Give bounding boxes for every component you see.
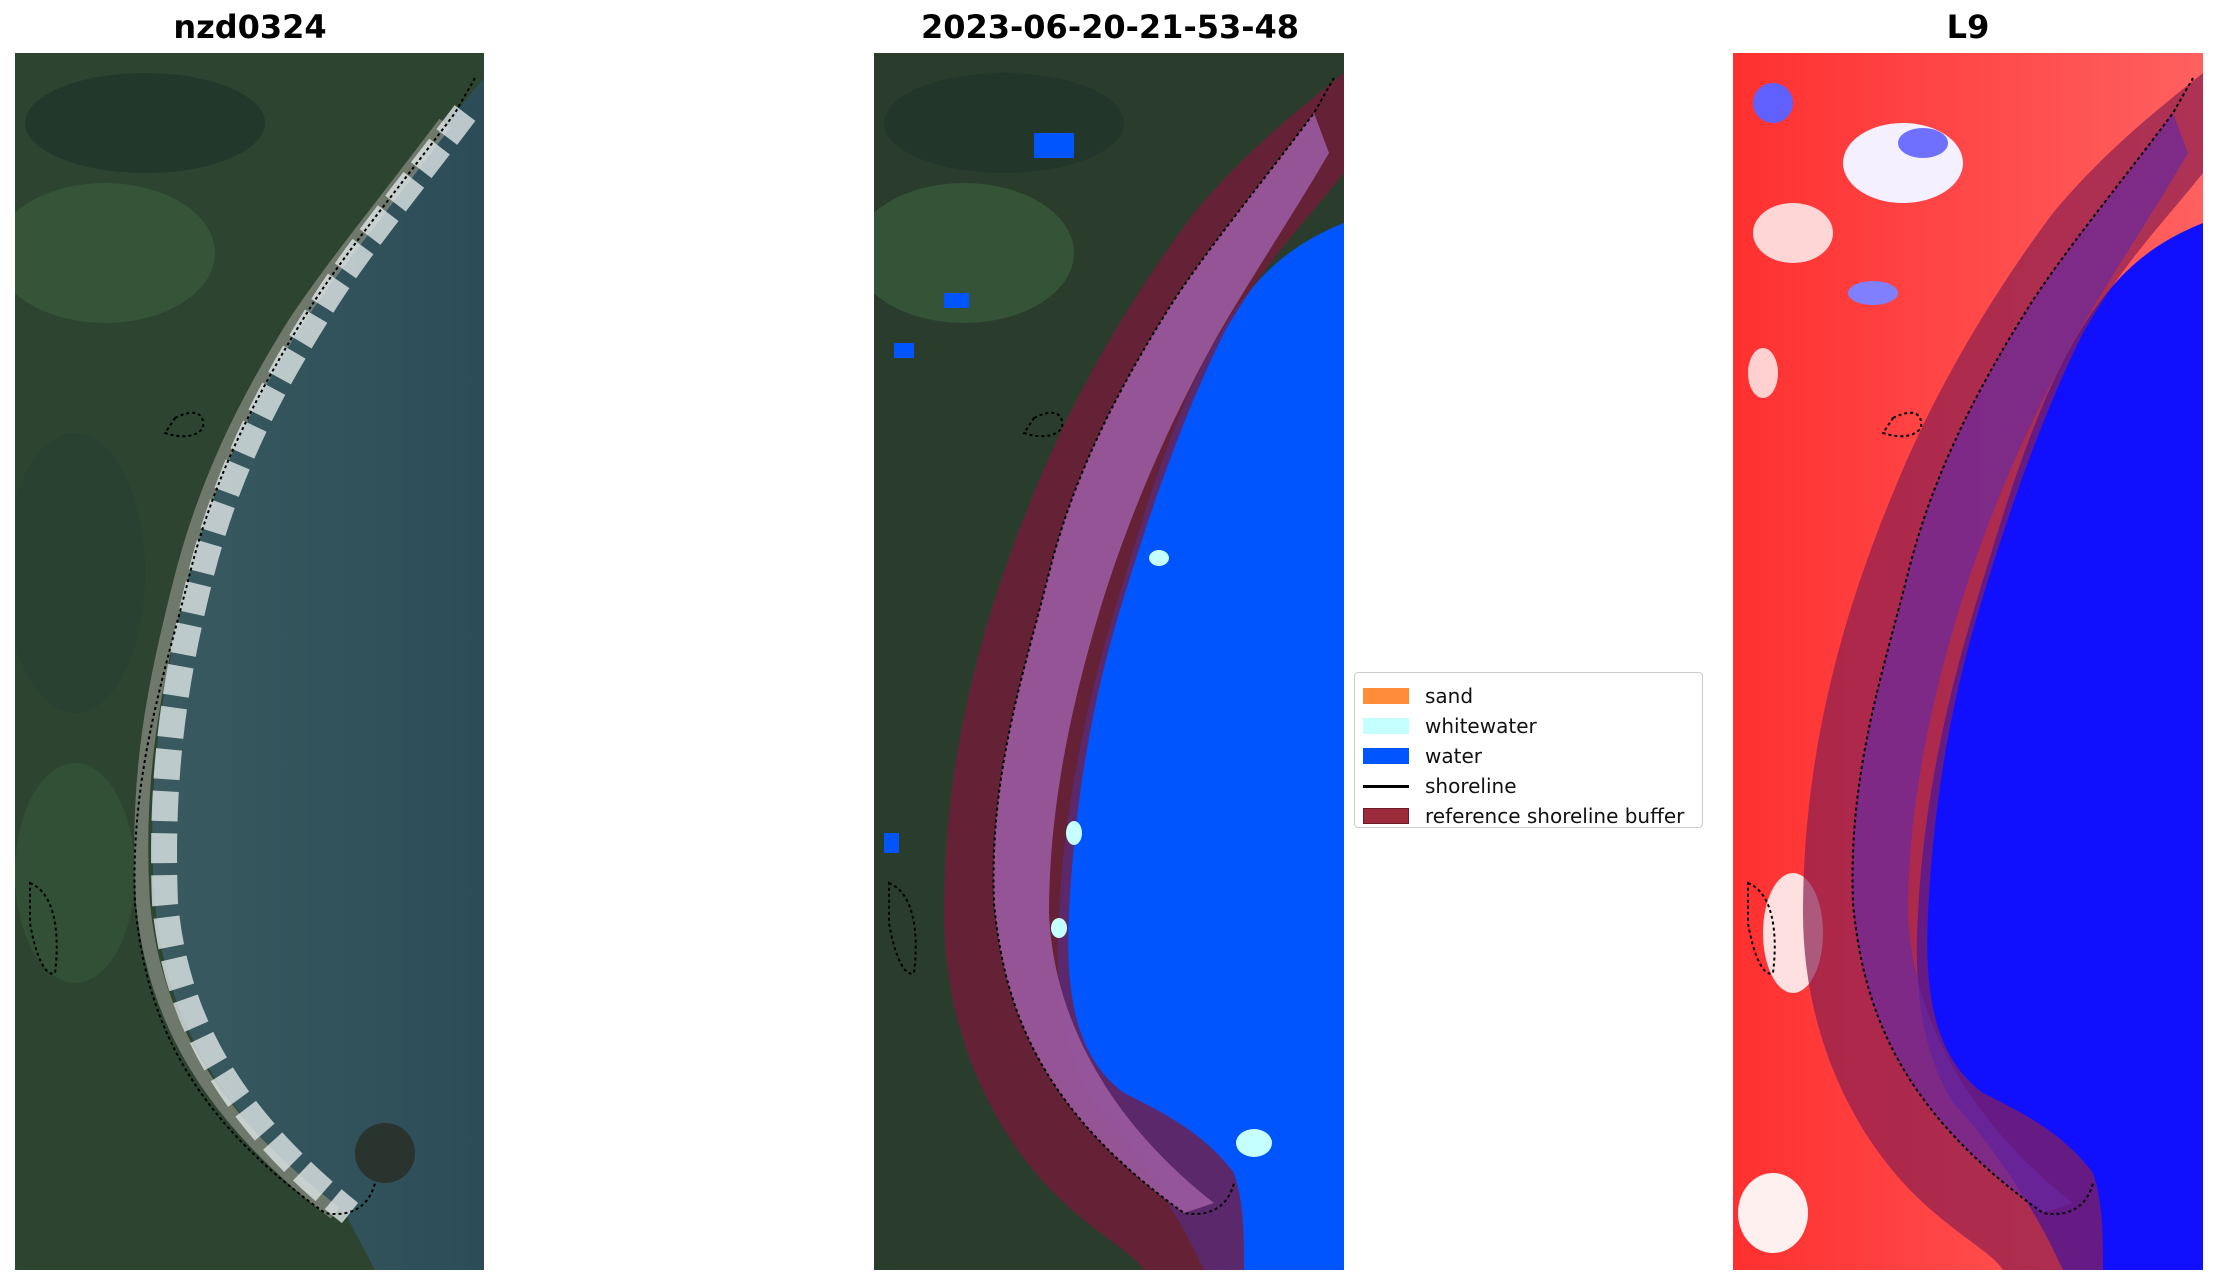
legend-label: whitewater [1425,714,1537,738]
legend-item-buffer: reference shoreline buffer [1363,801,1702,831]
legend-item-water: water [1363,741,1702,771]
whitewater-swatch [1363,718,1409,734]
legend-label: shoreline [1425,774,1517,798]
legend: sand whitewater water shoreline referenc… [1354,672,1703,828]
legend-label: sand [1425,684,1474,708]
panel-title-rgb: nzd0324 [173,8,327,46]
panel-title-index: L9 [1946,8,1990,46]
legend-item-whitewater: whitewater [1363,711,1702,741]
legend-label: water [1425,744,1482,768]
legend-item-sand: sand [1363,681,1702,711]
sand-swatch [1363,688,1409,704]
classification-image [874,53,1344,1270]
legend-item-shoreline: shoreline [1363,771,1702,801]
legend-label: reference shoreline buffer [1425,804,1685,828]
water-swatch [1363,748,1409,764]
rgb-satellite-image [15,53,484,1270]
shoreline-swatch [1363,784,1409,788]
index-image [1733,53,2203,1270]
panel-title-classification: 2023-06-20-21-53-48 [920,8,1300,46]
buffer-swatch [1363,808,1409,824]
